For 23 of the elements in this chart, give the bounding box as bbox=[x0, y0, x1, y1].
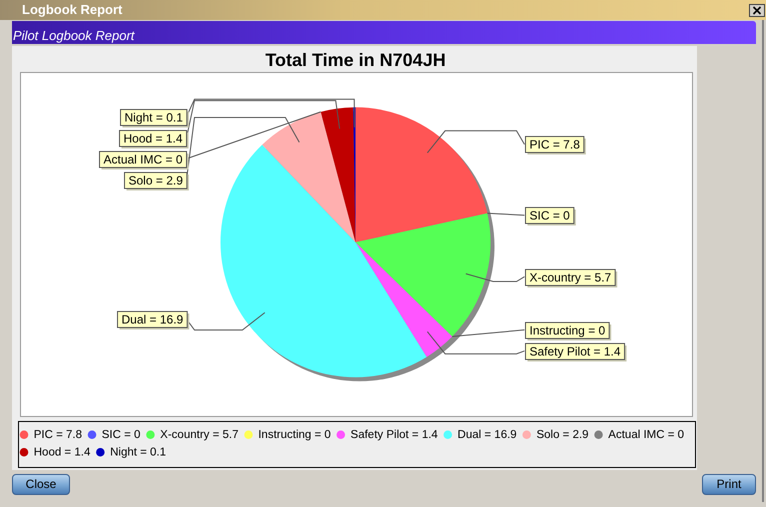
slice-label: Solo = 2.9 bbox=[128, 173, 184, 188]
slice-label: Hood = 1.4 bbox=[124, 131, 183, 146]
legend-label: SIC = 0 bbox=[102, 428, 140, 441]
chart-title: Total Time in N704JH bbox=[265, 50, 446, 70]
legend-label: Instructing = 0 bbox=[258, 428, 331, 441]
legend-label: Hood = 1.4 bbox=[34, 446, 91, 458]
category-label: SIC = 0 bbox=[530, 208, 570, 222]
text: Pilot Logbook Report bbox=[13, 28, 134, 43]
slice-label: Night = 0.1 bbox=[124, 110, 184, 124]
slice-label: Dual = 16.9 bbox=[122, 312, 184, 326]
slice-label: X-country = 5.7 bbox=[530, 270, 612, 284]
legend-label: Solo = 2.9 bbox=[536, 428, 589, 441]
legend-label: Dual = 16.9 bbox=[458, 428, 517, 441]
text: Logbook Report bbox=[22, 2, 122, 18]
legend-label: Night = 0.1 bbox=[110, 446, 166, 458]
legend-label: X-country = 5.7 bbox=[160, 428, 238, 441]
slice-label: Safety Pilot = 1.4 bbox=[530, 344, 621, 358]
category-label: Instructing = 0 bbox=[530, 323, 606, 338]
legend-label: PIC = 7.8 bbox=[34, 428, 82, 441]
legend-label: Actual IMC = 0 bbox=[608, 428, 684, 441]
slice-label: PIC = 7.8 bbox=[530, 137, 580, 152]
legend-label: Safety Pilot = 1.4 bbox=[350, 428, 438, 441]
category-label: Actual IMC = 0 bbox=[104, 152, 183, 166]
